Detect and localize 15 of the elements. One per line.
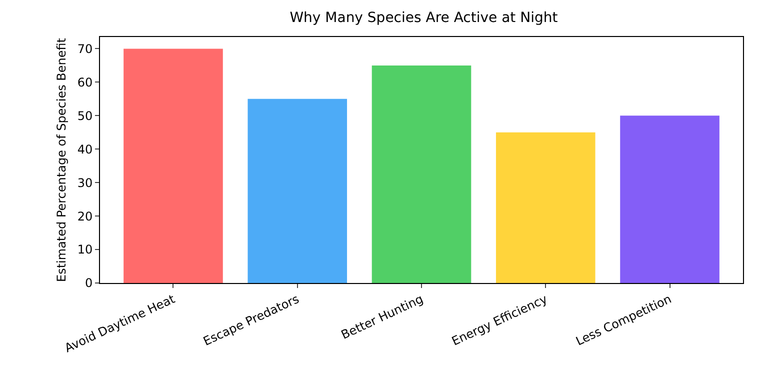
- y-tick-label: 30: [77, 176, 93, 190]
- chart-title: Why Many Species Are Active at Night: [290, 10, 558, 26]
- y-tick-label: 70: [77, 42, 93, 56]
- y-tick-label: 10: [77, 242, 93, 257]
- y-tick-label: 60: [77, 75, 93, 90]
- bar: [496, 132, 596, 283]
- y-axis-title: Estimated Percentage of Species Benefit: [54, 38, 69, 282]
- y-tick-label: 40: [77, 142, 93, 156]
- y-tick-label: 50: [77, 108, 93, 123]
- bar: [620, 116, 720, 283]
- bar: [124, 48, 223, 283]
- y-tick-label: 0: [84, 276, 93, 290]
- bar: [372, 65, 472, 283]
- bar: [248, 98, 348, 283]
- y-tick-label: 20: [77, 209, 93, 224]
